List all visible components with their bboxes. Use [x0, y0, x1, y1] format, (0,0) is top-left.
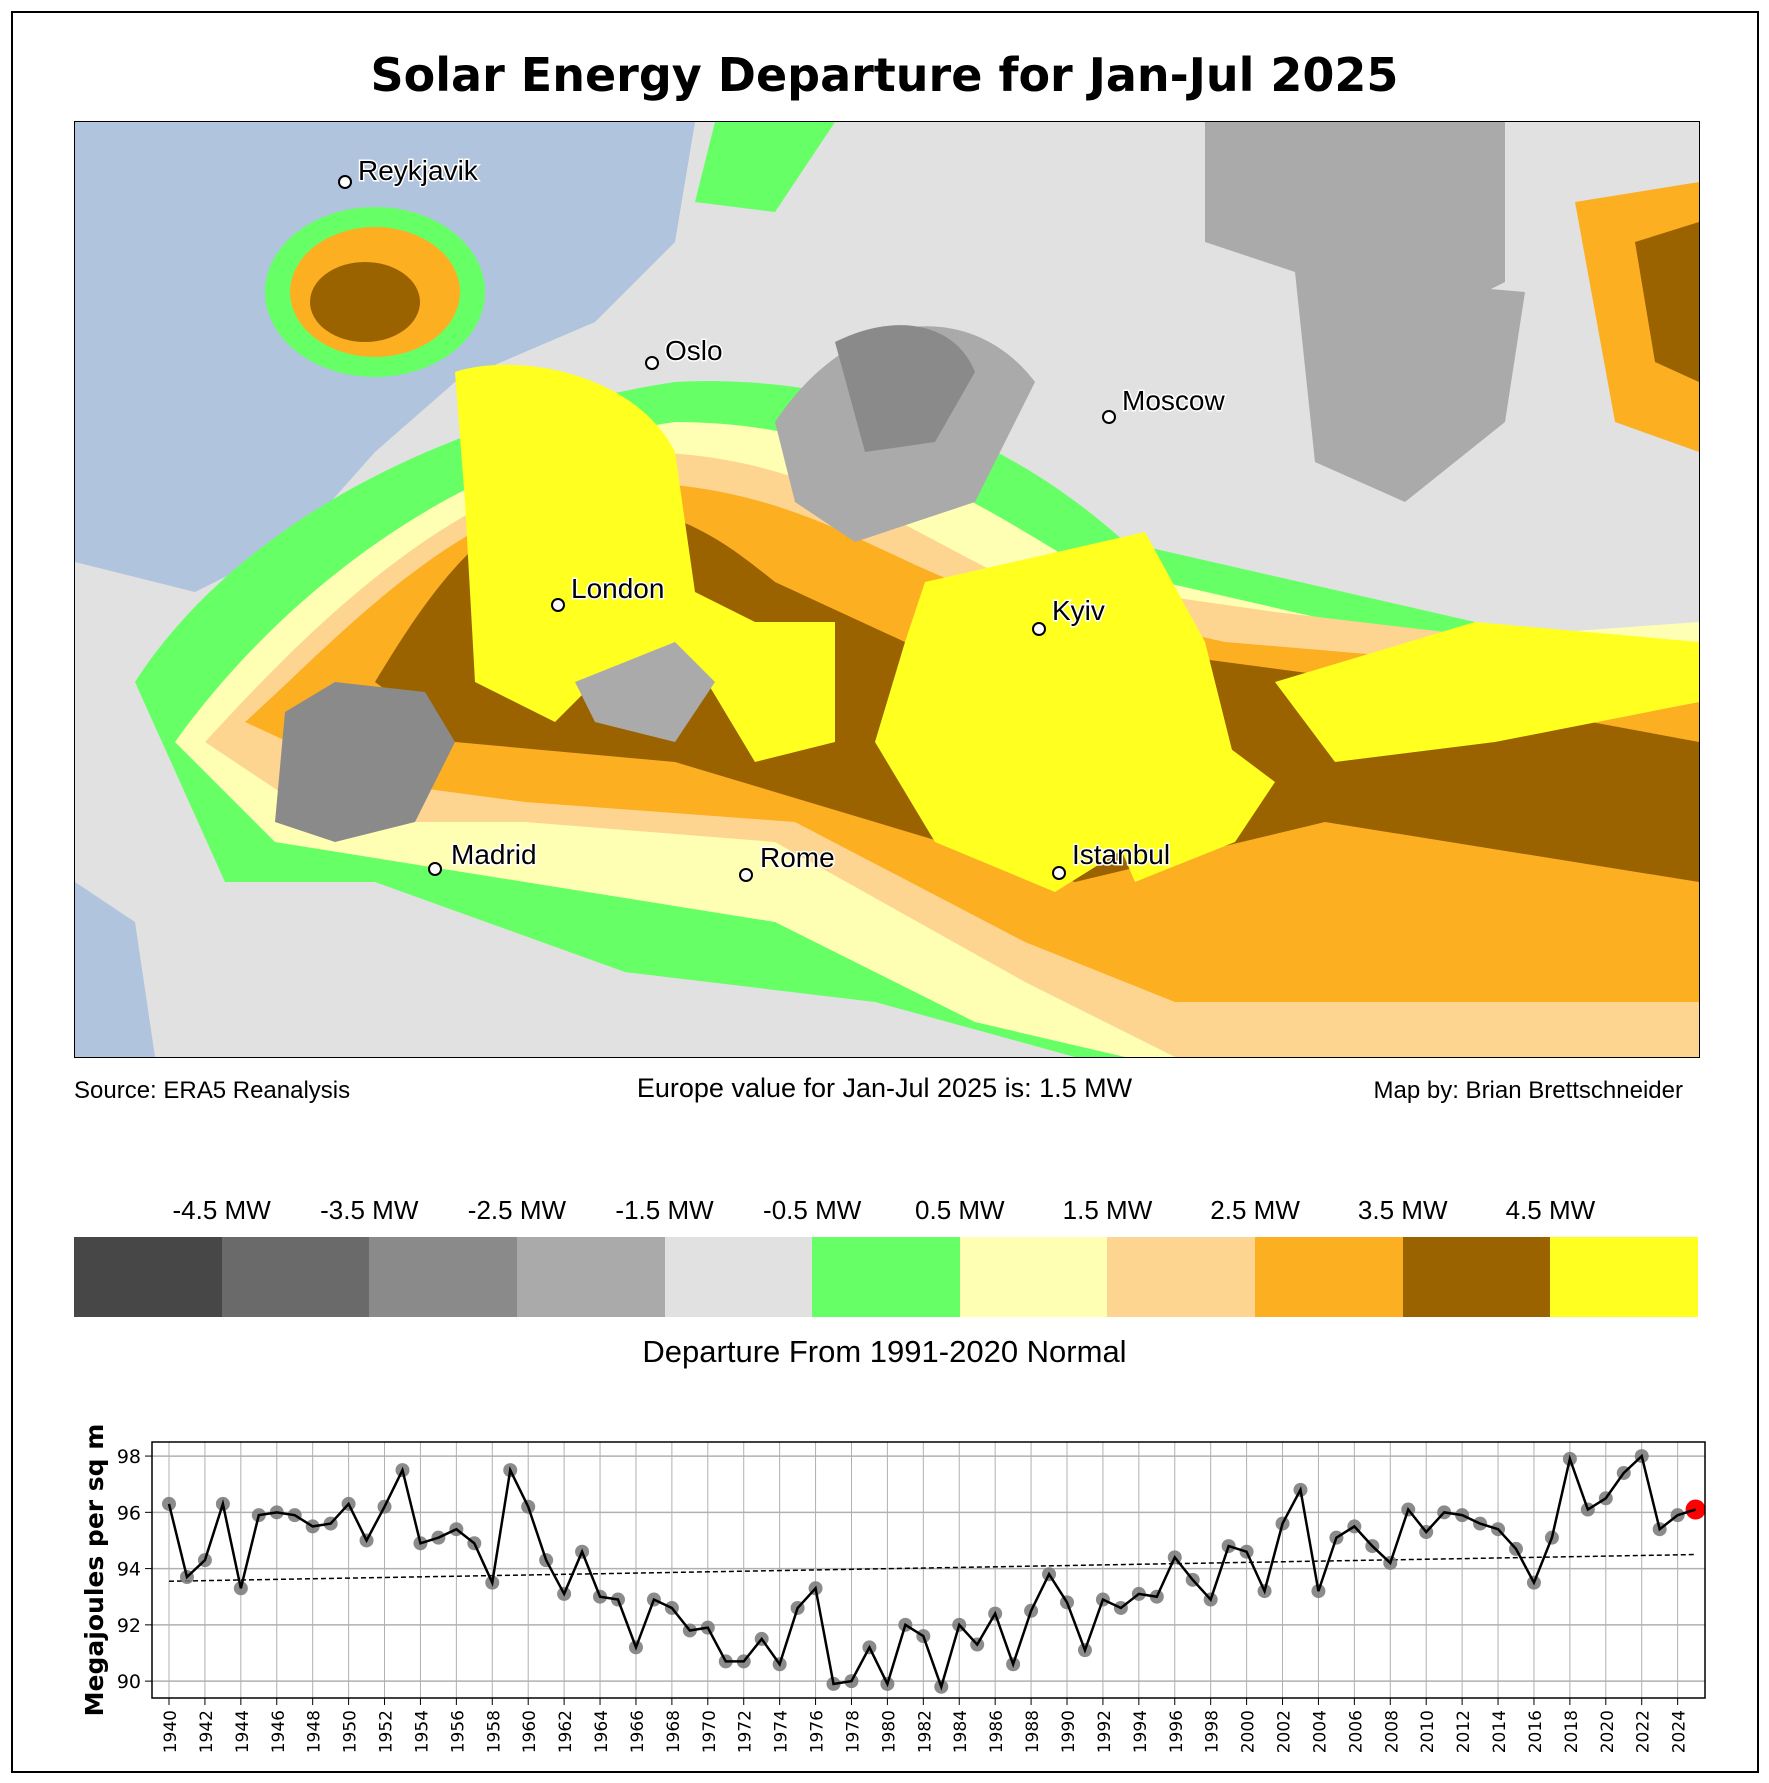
x-tick-label: 2004	[1310, 1710, 1330, 1753]
x-tick-label: 2020	[1598, 1710, 1618, 1753]
colorbar-swatch	[664, 1237, 813, 1317]
y-axis-label: Megajoules per sq m	[80, 1424, 109, 1717]
colorbar-swatch	[1550, 1237, 1699, 1317]
iberia-low	[275, 682, 455, 842]
colorbar-swatch	[516, 1237, 665, 1317]
x-tick-label: 2006	[1346, 1710, 1366, 1753]
city-label-istanbul: Istanbul	[1072, 839, 1170, 870]
x-tick-label: 1942	[197, 1710, 217, 1753]
city-label-oslo: Oslo	[665, 335, 723, 366]
europe-map: Reykjavik Oslo Moscow London Kyiv Madrid…	[74, 121, 1700, 1058]
x-tick-label: 1958	[484, 1710, 504, 1753]
colorbar-label: 0.5 MW	[915, 1195, 1005, 1225]
x-tick-label: 1948	[305, 1710, 325, 1753]
colorbar-label: 4.5 MW	[1505, 1195, 1596, 1225]
x-tick-label: 1998	[1203, 1710, 1223, 1753]
x-tick-label: 2008	[1382, 1710, 1402, 1753]
colorbar-label: 1.5 MW	[1062, 1195, 1153, 1225]
colorbar-label: 2.5 MW	[1210, 1195, 1300, 1225]
city-label-reykjavik: Reykjavik	[358, 155, 479, 186]
y-tick-label: 92	[117, 1615, 141, 1637]
x-tick-label: 2012	[1454, 1710, 1474, 1753]
figure-title: Solar Energy Departure for Jan-Jul 2025	[370, 48, 1399, 102]
y-tick-label: 94	[117, 1559, 141, 1581]
x-tick-label: 1952	[377, 1710, 397, 1753]
x-tick-label: 1990	[1059, 1710, 1079, 1753]
y-tick-label: 90	[117, 1671, 141, 1693]
y-tick-label: 98	[117, 1446, 141, 1468]
x-tick-label: 2010	[1418, 1710, 1438, 1753]
timeseries-chart: 1940 1942 1944 1946 1948 1950 1952 1954 1956 1958…	[80, 1424, 1706, 1753]
x-tick-label: 1950	[341, 1710, 361, 1753]
x-tick-label: 2022	[1634, 1710, 1654, 1753]
chart-grid	[152, 1442, 1705, 1698]
x-tick-label: 2000	[1239, 1710, 1259, 1753]
colorbar-label: -1.5 MW	[615, 1195, 714, 1225]
x-tick-label: 1946	[269, 1710, 289, 1753]
x-tick-label: 1968	[664, 1710, 684, 1753]
x-tick-label: 1982	[915, 1710, 935, 1753]
city-label-moscow: Moscow	[1122, 385, 1225, 416]
colorbar-caption: Departure From 1991-2020 Normal	[642, 1334, 1127, 1369]
x-tick-label: 1964	[592, 1710, 612, 1753]
x-tick-label: 1984	[951, 1710, 971, 1753]
colorbar-label: 3.5 MW	[1357, 1195, 1448, 1225]
colorbar-swatch	[959, 1237, 1108, 1317]
x-tick-label: 1970	[700, 1710, 720, 1753]
colorbar-swatch	[1107, 1237, 1256, 1317]
x-tick-label: 1978	[843, 1710, 863, 1753]
colorbar	[74, 1237, 1699, 1317]
colorbar-swatch	[1255, 1237, 1403, 1317]
colorbar-swatch	[221, 1237, 370, 1317]
x-tick-label: 2016	[1526, 1710, 1546, 1753]
x-tick-label: 1972	[736, 1710, 756, 1753]
x-tick-label: 1940	[161, 1710, 181, 1753]
city-label-kyiv: Kyiv	[1052, 595, 1105, 626]
city-markers: Reykjavik Oslo Moscow London Kyiv Madrid…	[338, 154, 1227, 882]
city-label-madrid: Madrid	[451, 839, 537, 870]
highlight-point	[1685, 1499, 1706, 1520]
colorbar-label: -3.5 MW	[320, 1195, 419, 1225]
x-tick-label: 2002	[1275, 1710, 1295, 1753]
x-tick-label: 1988	[1023, 1710, 1043, 1753]
city-label-london: London	[571, 573, 664, 604]
high-anomaly-west	[455, 364, 835, 762]
city-label-rome: Rome	[760, 842, 835, 873]
x-tick-label: 1992	[1095, 1710, 1115, 1753]
colorbar-label: -4.5 MW	[172, 1195, 271, 1225]
x-tick-label: 1962	[556, 1710, 576, 1753]
x-tick-label: 1966	[628, 1710, 648, 1753]
x-tick-label: 2018	[1562, 1710, 1582, 1753]
colorbar-swatch	[74, 1237, 222, 1317]
x-tick-label: 1994	[1131, 1710, 1151, 1753]
figure-border	[11, 11, 1759, 1773]
x-tick-label: 2024	[1670, 1710, 1690, 1753]
x-tick-label: 1980	[879, 1710, 899, 1753]
x-tick-label: 1960	[520, 1710, 540, 1753]
x-tick-label: 1944	[233, 1710, 253, 1753]
colorbar-swatch	[369, 1237, 517, 1317]
plot-frame	[151, 1441, 1706, 1699]
series-line	[167, 1453, 1696, 1691]
x-tick-label: 1956	[448, 1710, 468, 1753]
colorbar-swatch	[812, 1237, 960, 1317]
credit-text: Map by: Brian Brettschneider	[1373, 1077, 1683, 1104]
europe-value-text: Europe value for Jan-Jul 2025 is: 1.5 MW	[636, 1073, 1133, 1103]
x-tick-label: 1954	[412, 1710, 432, 1753]
colorbar-label: -0.5 MW	[763, 1195, 862, 1225]
chart-ticks: 1940 1942 1944 1946 1948 1950 1952 1954 1956 1958…	[117, 1446, 1690, 1753]
trend-line	[168, 1553, 1696, 1583]
x-tick-label: 1976	[808, 1710, 828, 1753]
x-tick-label: 2014	[1490, 1710, 1510, 1753]
x-tick-label: 1986	[987, 1710, 1007, 1753]
source-text: Source: ERA5 Reanalysis	[74, 1077, 351, 1104]
colorbar-swatch	[1402, 1237, 1551, 1317]
x-tick-label: 1974	[772, 1710, 792, 1753]
y-tick-label: 96	[117, 1502, 141, 1524]
x-tick-label: 1996	[1167, 1710, 1187, 1753]
departure-field	[75, 122, 1699, 1057]
colorbar-label: -2.5 MW	[467, 1195, 567, 1225]
